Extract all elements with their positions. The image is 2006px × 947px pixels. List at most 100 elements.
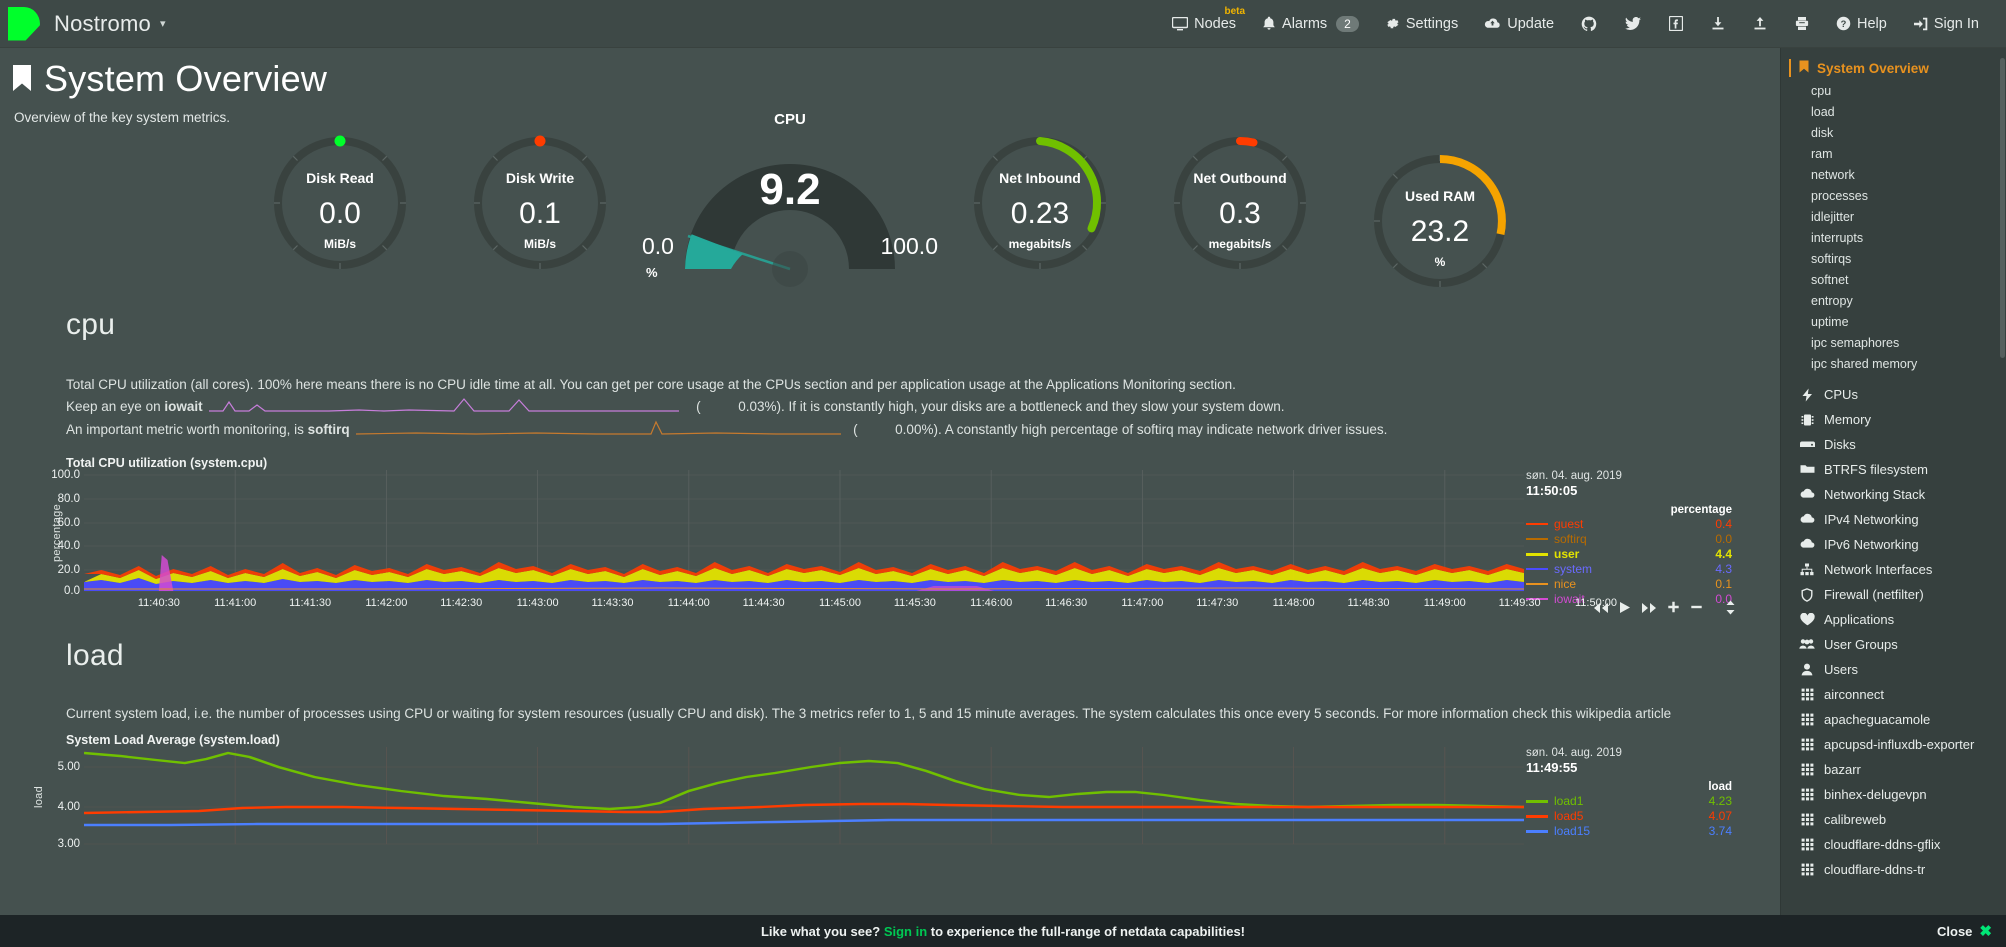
sidebar-item-airconnect[interactable]: airconnect [1781,682,2006,707]
nav-settings[interactable]: Settings [1372,0,1471,48]
sidebar-subitem-uptime[interactable]: uptime [1811,314,1849,329]
sidebar-subitem-network[interactable]: network [1811,167,1855,182]
nav-facebook[interactable] [1655,0,1697,48]
disk-read-dial [270,133,410,273]
sidebar-item-network-interfaces[interactable]: Network Interfaces [1781,557,2006,582]
sidebar-item-ipv6-networking[interactable]: IPv6 Networking [1781,532,2006,557]
shield-icon [1799,587,1815,602]
sidebar-item-apacheguacamole[interactable]: apacheguacamole [1781,707,2006,732]
gauge-label: Used RAM [1404,188,1475,204]
banner-close-button[interactable]: Close ✖ [1937,922,1992,940]
sidebar-scrollbar[interactable] [2000,58,2005,358]
sidebar-subitem-disk[interactable]: disk [1811,125,1834,140]
load-chart-canvas[interactable] [84,747,1524,847]
nav-update-label: Update [1507,15,1555,32]
grid-icon [1799,862,1815,876]
sidebar-item-ipv4-networking[interactable]: IPv4 Networking [1781,507,2006,532]
resize-vertical-icon[interactable] [1725,600,1736,615]
sidebar-item-user-groups[interactable]: User Groups [1781,632,2006,657]
nav-twitter[interactable] [1611,0,1655,48]
plus-icon[interactable] [1667,601,1680,614]
gauge-net-inbound[interactable]: Net Inbound 0.23 megabits/s [940,125,1140,305]
bolt-icon [1799,387,1815,402]
sidebar-item-applications[interactable]: Applications [1781,607,2006,632]
legend-row[interactable]: load1 4.23 [1526,794,1736,808]
chevron-down-icon[interactable]: ▾ [159,18,166,30]
nav-signin[interactable]: Sign In [1900,0,1992,48]
nav-alarms[interactable]: Alarms 2 [1249,0,1372,48]
nav-print[interactable] [1781,0,1823,48]
sidebar-subitem-processes[interactable]: processes [1811,188,1868,203]
fast-forward-icon[interactable] [1641,602,1657,614]
sidebar-item-cloudflare-ddns-tr[interactable]: cloudflare-ddns-tr [1781,857,2006,882]
sidebar-subitem-softnet[interactable]: softnet [1811,272,1849,287]
legend-row[interactable]: load5 4.07 [1526,809,1736,823]
sidebar-subitem-ipc-shared-memory[interactable]: ipc shared memory [1811,356,1918,371]
sidebar-item-disks[interactable]: Disks [1781,432,2006,457]
sidebar-subitem-entropy[interactable]: entropy [1811,293,1853,308]
sidebar-item-label: binhex-delugevpn [1824,786,1927,802]
gauge-cpu[interactable]: CPU 9.2 0.0 100.0 % [640,111,940,305]
gauge-disk-read[interactable]: Disk Read 0.0 MiB/s [240,125,440,305]
sidebar-item-cpus[interactable]: CPUs [1781,382,2006,407]
sidebar-item-firewall-netfilter[interactable]: Firewall (netfilter) [1781,582,2006,607]
legend-row[interactable]: load15 3.74 [1526,824,1736,838]
chart-load[interactable]: System Load Average (system.load) load 5… [14,733,1764,850]
github-icon [1581,16,1597,32]
nav-update[interactable]: Update [1471,0,1567,48]
sidebar-item-btrfs-filesystem[interactable]: BTRFS filesystem [1781,457,2006,482]
legend-row[interactable]: system 4.3 [1526,562,1736,576]
cpu-chart-canvas[interactable] [84,470,1524,595]
sidebar-subitem-softirqs[interactable]: softirqs [1811,251,1852,266]
legend-row[interactable]: iowait 0.0 [1526,592,1736,606]
banner-close-label: Close [1937,923,1973,939]
gauge-value: 23.2 [1410,215,1470,248]
chart-plot-area: load 5.00 4.00 3.00 [14,747,1764,850]
legend-row[interactable]: user 4.4 [1526,547,1736,561]
nav-import[interactable] [1697,0,1739,48]
legend-row[interactable]: softirq 0.0 [1526,532,1736,546]
banner-signin-link[interactable]: Sign in [883,923,928,939]
sidebar-subitem-idlejitter[interactable]: idlejitter [1811,209,1855,224]
sidebar-subitem-cpu[interactable]: cpu [1811,83,1832,98]
sidebar-item-networking-stack[interactable]: Networking Stack [1781,482,2006,507]
nav-help[interactable]: ? Help [1823,0,1900,48]
grid-icon [1799,712,1815,726]
sidebar-section-system-overview[interactable]: System Overview [1781,56,2006,80]
legend-row[interactable]: guest 0.4 [1526,517,1736,531]
sidebar-subitem-ram[interactable]: ram [1811,146,1833,161]
sidebar-item-bazarr[interactable]: bazarr [1781,757,2006,782]
sidebar-subitem-load[interactable]: load [1811,104,1835,119]
xtick: 11:45:00 [818,597,862,609]
gauge-net-outbound[interactable]: Net Outbound 0.3 megabits/s [1140,125,1340,305]
play-icon[interactable] [1619,601,1631,614]
rewind-icon[interactable] [1593,602,1609,614]
sidebar-item-label: Applications [1824,611,1895,627]
sidebar-item-users[interactable]: Users [1781,657,2006,682]
right-sidebar[interactable]: System Overview cpu load disk ram network pro… [1780,48,2006,947]
chart-yticks: 100.0 80.0 60.0 40.0 20.0 0.0 [36,469,82,597]
sidebar-item-label: calibreweb [1824,811,1887,827]
sidebar-item-apcupsd-influxdb-exporter[interactable]: apcupsd-influxdb-exporter [1781,732,2006,757]
section-title-load: load [66,639,124,672]
netdata-logo-icon[interactable] [8,6,42,41]
cpu-desc-2-pre: Keep an eye on [66,399,161,415]
cpu-desc-3-pre: An important metric worth monitoring, is [66,422,304,438]
legend-row[interactable]: nice 0.1 [1526,577,1736,591]
hostname-label[interactable]: Nostromo [54,10,151,36]
sidebar-subitem-ipc-semaphores[interactable]: ipc semaphores [1811,335,1900,350]
gauge-disk-write[interactable]: Disk Write 0.1 MiB/s [440,125,640,305]
sidebar-subitem-interrupts[interactable]: interrupts [1811,230,1864,245]
sidebar-item-cloudflare-ddns-gflix[interactable]: cloudflare-ddns-gflix [1781,832,2006,857]
sidebar-item-binhex-delugevpn[interactable]: binhex-delugevpn [1781,782,2006,807]
chart-cpu[interactable]: Total CPU utilization (system.cpu) perce… [14,456,1764,615]
nav-github[interactable] [1567,0,1611,48]
sidebar-item-label: User Groups [1824,636,1898,652]
sidebar-item-memory[interactable]: Memory [1781,407,2006,432]
gauge-used-ram[interactable]: Used RAM 23.2 % [1340,143,1540,323]
ytick: 100.0 [51,469,80,481]
minus-icon[interactable] [1690,601,1703,614]
sidebar-item-calibreweb[interactable]: calibreweb [1781,807,2006,832]
nav-nodes[interactable]: Nodes beta [1159,0,1249,48]
nav-export[interactable] [1739,0,1781,48]
